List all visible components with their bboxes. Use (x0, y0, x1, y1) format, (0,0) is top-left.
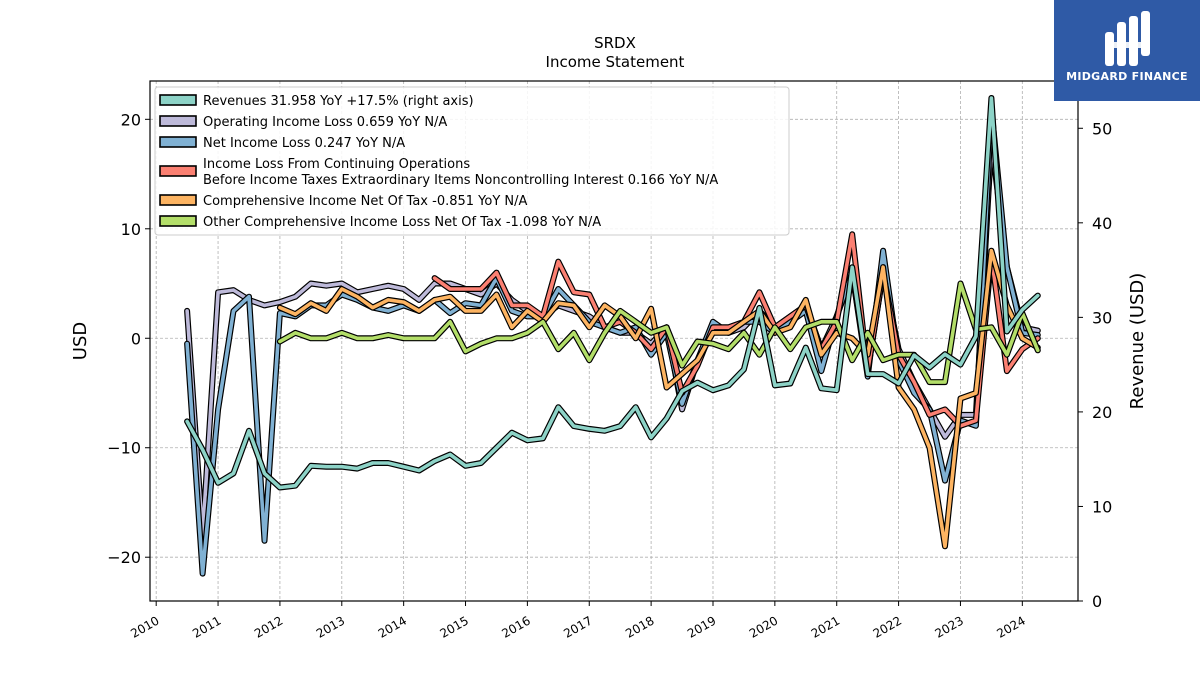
legend-entry: Income Loss From Continuing OperationsBe… (159, 157, 718, 188)
legend-entry: Net Income Loss 0.247 YoY N/A (159, 136, 405, 151)
x-tick-label: 2020 (747, 613, 780, 640)
y2-tick-label: 30 (1092, 308, 1112, 327)
legend-swatch (159, 136, 197, 148)
legend-label: Revenues 31.958 YoY +17.5% (right axis) (203, 94, 474, 109)
y2-tick-label: 20 (1092, 403, 1112, 422)
legend-swatch (159, 165, 197, 177)
series-line-3 (276, 247, 1041, 550)
brand-logo: MIDGARD FINANCE (1054, 0, 1200, 101)
x-tick-label: 2017 (561, 613, 594, 640)
y2-axis-ticks: 50 40 30 20 10 0 (1078, 119, 1112, 611)
x-tick-label: 2019 (685, 613, 718, 640)
y-tick-label: 0 (131, 329, 141, 348)
legend: Revenues 31.958 YoY +17.5% (right axis) O… (154, 86, 790, 236)
y2-axis-label: Revenue (USD) (1127, 273, 1148, 410)
legend-swatch (159, 115, 197, 127)
y2-tick-label: 0 (1092, 592, 1102, 611)
legend-entry: Comprehensive Income Net Of Tax -0.851 Y… (159, 194, 528, 209)
legend-entry: Other Comprehensive Income Loss Net Of T… (159, 215, 601, 230)
x-tick-label: 2022 (871, 613, 904, 640)
x-tick-label: 2021 (809, 613, 842, 640)
series-lines (184, 95, 1041, 577)
y-tick-label: −10 (107, 439, 141, 458)
y2-tick-label: 10 (1092, 497, 1112, 516)
legend-label: Income Loss From Continuing Operations (203, 157, 470, 172)
legend-box (154, 86, 790, 236)
x-tick-label: 2014 (376, 613, 409, 640)
y2-tick-label: 40 (1092, 214, 1112, 233)
y-axis-ticks: 20 10 0 −20 −10 (107, 110, 150, 567)
x-tick-label: 2023 (932, 613, 965, 640)
legend-swatch (159, 194, 197, 206)
y-axis-label: USD (70, 322, 91, 360)
chart-subtitle: Income Statement (546, 53, 685, 71)
series-line-5 (184, 95, 1041, 491)
x-axis-ticks: 2010 2011 2012 2013 2014 2015 2016 2017 2018 2019… (128, 601, 1028, 641)
legend-label: Comprehensive Income Net Of Tax -0.851 Y… (203, 194, 528, 209)
logo-mark-icon (1105, 11, 1150, 66)
y-tick-label: 10 (121, 220, 141, 239)
chart-title: SRDX (594, 34, 636, 52)
x-tick-label: 2018 (623, 613, 656, 640)
x-tick-label: 2010 (128, 613, 161, 640)
y-tick-label: 20 (121, 110, 141, 129)
brand-name: MIDGARD FINANCE (1066, 70, 1188, 83)
y2-tick-label: 50 (1092, 119, 1112, 138)
y-tick-label: −20 (107, 548, 141, 567)
x-tick-label: 2013 (314, 613, 347, 640)
legend-entry: Revenues 31.958 YoY +17.5% (right axis) (159, 94, 474, 109)
legend-swatch (159, 215, 197, 227)
x-tick-label: 2011 (190, 613, 223, 640)
legend-label: Other Comprehensive Income Loss Net Of T… (203, 215, 601, 230)
legend-swatch (159, 94, 197, 106)
x-tick-label: 2012 (252, 613, 285, 640)
legend-label: Before Income Taxes Extraordinary Items … (203, 173, 718, 188)
legend-entry: Operating Income Loss 0.659 YoY N/A (159, 115, 447, 130)
legend-label: Net Income Loss 0.247 YoY N/A (203, 136, 405, 151)
plot-frame (149, 80, 1079, 602)
x-tick-label: 2015 (438, 613, 471, 640)
x-tick-label: 2024 (994, 613, 1027, 640)
x-tick-label: 2016 (499, 613, 532, 640)
legend-label: Operating Income Loss 0.659 YoY N/A (203, 115, 447, 130)
